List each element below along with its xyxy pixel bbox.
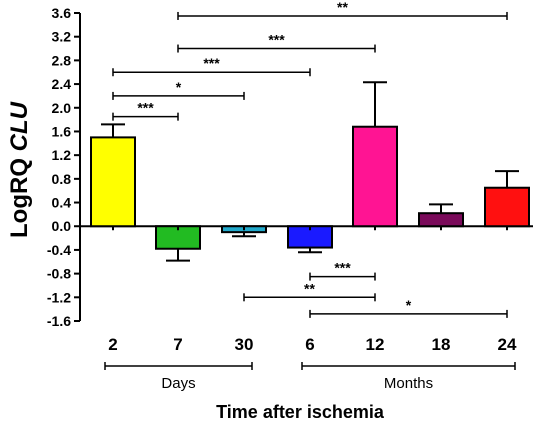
significance-label: * [406,297,412,313]
group-label: Months [384,375,433,392]
bar [418,212,464,228]
y-tick-label: 2.0 [52,100,72,116]
significance-label: *** [334,260,351,276]
significance-label: * [176,79,182,95]
significance-label: ** [304,280,315,296]
bar [90,136,136,228]
y-tick-label: -1.6 [47,313,71,329]
y-tick-label: 1.6 [52,123,72,139]
significance-label: *** [203,55,220,71]
x-axis-title: Time after ischemia [216,402,385,422]
bar [484,186,530,228]
bars [90,81,530,262]
y-tick-label: -0.4 [47,242,71,258]
bar [352,125,398,228]
y-tick-label: 2.4 [52,76,72,92]
group-label: Days [161,375,195,392]
x-category-label: 18 [432,335,451,354]
y-tick-label: 1.2 [52,147,72,163]
x-category-label: 2 [108,335,117,354]
x-category-label: 12 [366,335,385,354]
significance-label: ** [337,0,348,15]
y-tick-label: 3.6 [52,5,72,21]
x-category-label: 6 [305,335,314,354]
x-category-label: 30 [235,335,254,354]
y-tick-label: 0.0 [52,218,72,234]
significance-brackets: ****************** [112,0,508,318]
y-tick-label: 3.2 [52,29,72,45]
x-category-labels: 2 7 30 6 12 18 24 [108,335,517,354]
x-category-label: 24 [498,335,517,354]
y-tick-label: 2.8 [52,52,72,68]
x-category-label: 7 [173,335,182,354]
x-group-brackets: Days Months [104,362,516,392]
y-axis-title-gene: CLU [6,101,33,151]
y-axis-title-prefix: LogRQ [6,151,33,238]
significance-label: *** [268,32,285,48]
y-tick-label: 0.4 [52,195,72,211]
significance-label: *** [137,100,154,116]
y-tick-label: -0.8 [47,266,71,282]
y-tick-label: -1.2 [47,289,71,305]
y-axis-title: LogRQ CLU [6,101,33,238]
y-axis-ticks: -1.6 -1.2 -0.8 -0.4 0.0 0.4 0.8 1.2 1.6 2.0 2.4 2.8… [47,5,80,329]
y-tick-label: 0.8 [52,171,72,187]
